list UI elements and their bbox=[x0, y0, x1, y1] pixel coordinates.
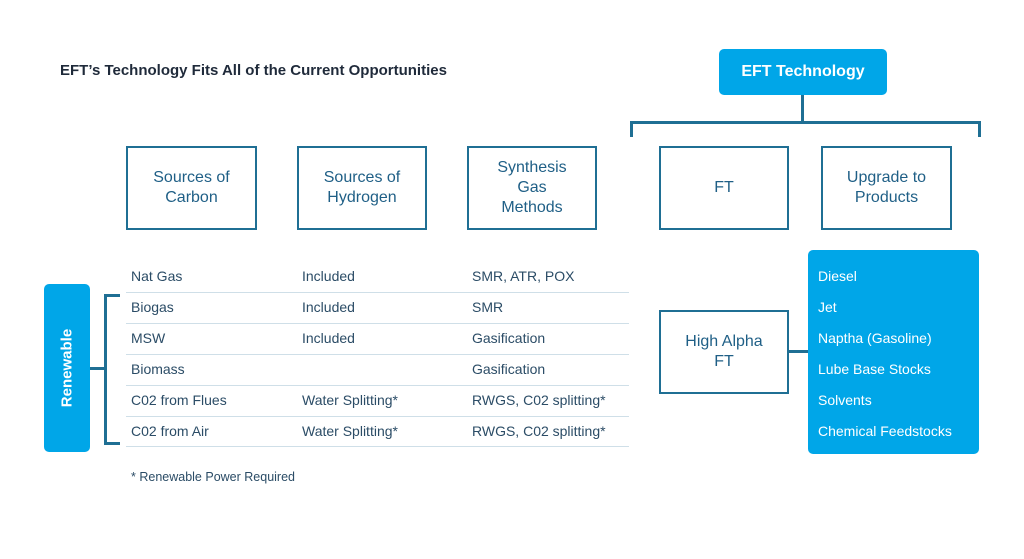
row-carbon: Biogas bbox=[131, 299, 174, 315]
row-hydrogen: Water Splitting* bbox=[302, 423, 398, 439]
row-carbon: Biomass bbox=[131, 361, 185, 377]
row-method: SMR bbox=[472, 299, 504, 315]
header-sources-of-hydrogen: Sources of Hydrogen bbox=[297, 146, 427, 230]
connector-eft-bar bbox=[630, 121, 981, 124]
renewable-bracket-top bbox=[104, 294, 120, 297]
product-item: Chemical Feedstocks bbox=[818, 423, 952, 439]
connector-eft-stem bbox=[801, 95, 804, 123]
connector-eft-right bbox=[978, 121, 981, 137]
row-carbon: C02 from Flues bbox=[131, 392, 227, 408]
high-alpha-ft-box: High Alpha FT bbox=[659, 310, 789, 394]
row-method: SMR, ATR, POX bbox=[472, 268, 575, 284]
row-method: RWGS, C02 splitting* bbox=[472, 392, 606, 408]
row-hydrogen: Water Splitting* bbox=[302, 392, 398, 408]
row-hydrogen: Included bbox=[302, 330, 355, 346]
row-separator bbox=[126, 416, 629, 417]
renewable-bracket-vertical bbox=[104, 294, 107, 445]
row-carbon: MSW bbox=[131, 330, 166, 346]
product-item: Naptha (Gasoline) bbox=[818, 330, 932, 346]
opportunity-table: Nat Gas Included SMR, ATR, POX Biogas In… bbox=[126, 262, 629, 448]
product-item: Diesel bbox=[818, 268, 857, 284]
page-title: EFT’s Technology Fits All of the Current… bbox=[60, 62, 447, 79]
row-separator bbox=[126, 323, 629, 324]
row-separator bbox=[126, 292, 629, 293]
header-synthesis-gas-methods: Synthesis Gas Methods bbox=[467, 146, 597, 230]
row-method: Gasification bbox=[472, 330, 546, 346]
header-sources-of-carbon: Sources of Carbon bbox=[126, 146, 257, 230]
renewable-bracket-bottom bbox=[104, 442, 120, 445]
high-alpha-connector bbox=[789, 350, 808, 353]
row-method: RWGS, C02 splitting* bbox=[472, 423, 606, 439]
row-hydrogen: Included bbox=[302, 268, 355, 284]
product-item: Lube Base Stocks bbox=[818, 361, 931, 377]
row-separator bbox=[126, 446, 629, 447]
row-carbon: C02 from Air bbox=[131, 423, 209, 439]
product-item: Solvents bbox=[818, 392, 872, 408]
header-upgrade-to-products: Upgrade to Products bbox=[821, 146, 952, 230]
row-hydrogen: Included bbox=[302, 299, 355, 315]
renewable-label: Renewable bbox=[58, 328, 76, 408]
product-item: Jet bbox=[818, 299, 837, 315]
row-separator bbox=[126, 354, 629, 355]
renewable-badge: Renewable bbox=[44, 284, 90, 452]
products-panel: Diesel Jet Naptha (Gasoline) Lube Base S… bbox=[808, 250, 979, 454]
renewable-connector bbox=[90, 367, 106, 370]
row-carbon: Nat Gas bbox=[131, 268, 183, 284]
eft-technology-box: EFT Technology bbox=[719, 49, 887, 95]
row-separator bbox=[126, 385, 629, 386]
row-method: Gasification bbox=[472, 361, 546, 377]
header-ft: FT bbox=[659, 146, 789, 230]
footnote: * Renewable Power Required bbox=[131, 470, 295, 484]
connector-eft-left bbox=[630, 121, 633, 137]
